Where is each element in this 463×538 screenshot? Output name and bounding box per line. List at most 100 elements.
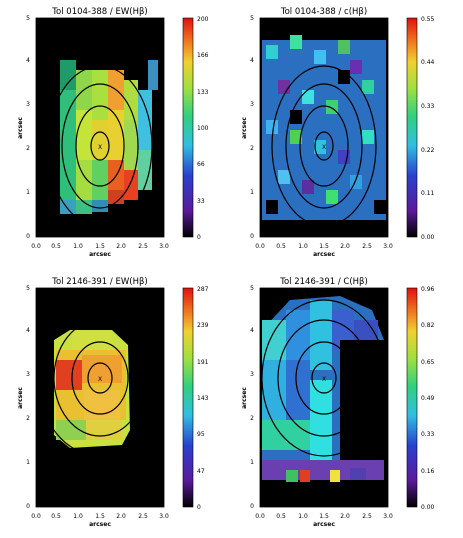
svg-text:1: 1	[26, 189, 30, 196]
colorbar	[182, 287, 194, 508]
svg-text:2.5: 2.5	[138, 243, 148, 250]
panel-title: Tol 0104-388 / EW(Hβ)	[51, 7, 147, 17]
svg-text:3: 3	[26, 371, 30, 378]
svg-text:3: 3	[26, 101, 30, 108]
svg-text:3.0: 3.0	[383, 243, 393, 250]
svg-text:0.65: 0.65	[421, 359, 435, 366]
svg-text:3.0: 3.0	[159, 243, 169, 250]
svg-text:66: 66	[197, 161, 205, 168]
svg-text:4: 4	[250, 57, 254, 64]
svg-text:1.5: 1.5	[319, 243, 329, 250]
svg-text:166: 166	[197, 52, 209, 59]
svg-text:0.00: 0.00	[421, 504, 435, 511]
svg-text:0.33: 0.33	[421, 431, 435, 438]
svg-text:3: 3	[250, 371, 254, 378]
y-axis-label: arcsec	[17, 117, 24, 139]
svg-text:5: 5	[26, 15, 30, 22]
svg-text:2.5: 2.5	[362, 513, 372, 520]
svg-text:143: 143	[197, 395, 209, 402]
svg-text:100: 100	[197, 125, 209, 132]
svg-text:95: 95	[197, 431, 205, 438]
svg-text:2.0: 2.0	[116, 243, 126, 250]
contour-lines	[47, 65, 153, 227]
svg-text:0: 0	[197, 504, 201, 511]
svg-text:2: 2	[250, 145, 254, 152]
svg-text:2.5: 2.5	[138, 513, 148, 520]
svg-text:200: 200	[197, 16, 209, 23]
svg-text:2.5: 2.5	[362, 243, 372, 250]
colorbar	[182, 17, 194, 238]
panel-title: Tol 2146-391 / C(Hβ)	[279, 277, 368, 287]
svg-text:1: 1	[250, 459, 254, 466]
pixel-map	[262, 35, 386, 220]
svg-text:0.5: 0.5	[276, 243, 286, 250]
peak-marker: X	[322, 376, 326, 383]
y-tick-labels: 0 1 2 3 4 5	[250, 285, 254, 510]
svg-text:191: 191	[197, 359, 209, 366]
svg-text:0.11: 0.11	[421, 190, 435, 197]
svg-text:0.0: 0.0	[31, 243, 41, 250]
colorbar-tick-labels: 287 239 191 143 95 47 0	[197, 286, 209, 511]
contour-lines	[37, 299, 163, 457]
svg-text:0.82: 0.82	[421, 322, 435, 329]
y-axis-label: arcsec	[17, 387, 24, 409]
panel-title: Tol 0104-388 / c(Hβ)	[280, 7, 367, 17]
svg-text:0.33: 0.33	[421, 103, 435, 110]
y-tick-labels: 0 1 2 3 4 5	[26, 15, 30, 240]
panel-p1: Tol 0104-388 / EW(Hβ)	[17, 7, 209, 258]
x-tick-labels: 0.0 0.5 1.0 1.5 2.0 2.5 3.0	[31, 243, 169, 250]
svg-text:1.5: 1.5	[95, 243, 105, 250]
svg-text:2: 2	[250, 415, 254, 422]
y-tick-labels: 0 1 2 3 4 5	[26, 285, 30, 510]
x-axis-label: arcsec	[89, 251, 111, 258]
x-axis-label: arcsec	[313, 251, 335, 258]
svg-text:0.49: 0.49	[421, 395, 435, 402]
svg-text:0: 0	[26, 233, 30, 240]
svg-text:2.0: 2.0	[340, 243, 350, 250]
peak-marker: X	[98, 144, 102, 151]
svg-text:1.5: 1.5	[319, 513, 329, 520]
svg-text:1.0: 1.0	[298, 243, 308, 250]
svg-text:0: 0	[250, 503, 254, 510]
svg-text:1: 1	[26, 459, 30, 466]
x-axis-label: arcsec	[89, 521, 111, 528]
colorbar	[406, 17, 418, 238]
svg-text:2.0: 2.0	[340, 513, 350, 520]
contour-lines	[261, 299, 387, 457]
svg-text:3.0: 3.0	[383, 513, 393, 520]
svg-text:2: 2	[26, 415, 30, 422]
panel-title: Tol 2146-391 / EW(Hβ)	[51, 277, 147, 287]
svg-text:287: 287	[197, 286, 209, 293]
svg-text:3: 3	[250, 101, 254, 108]
y-tick-labels: 0 1 2 3 4 5	[250, 15, 254, 240]
svg-text:0.22: 0.22	[421, 147, 435, 154]
svg-text:0.96: 0.96	[421, 286, 435, 293]
axes-frame	[259, 287, 389, 508]
colorbar	[406, 287, 418, 508]
svg-text:4: 4	[26, 327, 30, 334]
svg-text:0.0: 0.0	[31, 513, 41, 520]
x-tick-labels: 0.0 0.5 1.0 1.5 2.0 2.5 3.0	[255, 513, 393, 520]
svg-text:1: 1	[250, 189, 254, 196]
svg-text:0.55: 0.55	[421, 16, 435, 23]
panel-p2: Tol 0104-388 / c(Hβ)	[241, 7, 435, 258]
svg-text:0.5: 0.5	[51, 243, 61, 250]
y-axis-label: arcsec	[241, 117, 248, 139]
axes-frame	[259, 17, 389, 238]
svg-text:1.0: 1.0	[73, 513, 83, 520]
svg-text:4: 4	[250, 327, 254, 334]
svg-text:2: 2	[26, 145, 30, 152]
contour-lines	[271, 65, 377, 227]
svg-text:1.0: 1.0	[73, 243, 83, 250]
svg-text:0.0: 0.0	[255, 513, 265, 520]
svg-text:133: 133	[197, 89, 209, 96]
svg-text:1.5: 1.5	[95, 513, 105, 520]
svg-text:5: 5	[26, 285, 30, 292]
svg-text:47: 47	[197, 468, 205, 475]
colorbar-tick-labels: 200 166 133 100 66 33 0	[197, 16, 209, 241]
axes-frame	[35, 17, 165, 238]
svg-text:0: 0	[197, 234, 201, 241]
pixel-map	[262, 296, 384, 482]
colorbar-tick-labels: 0.55 0.44 0.33 0.22 0.11 0.00	[421, 16, 435, 241]
